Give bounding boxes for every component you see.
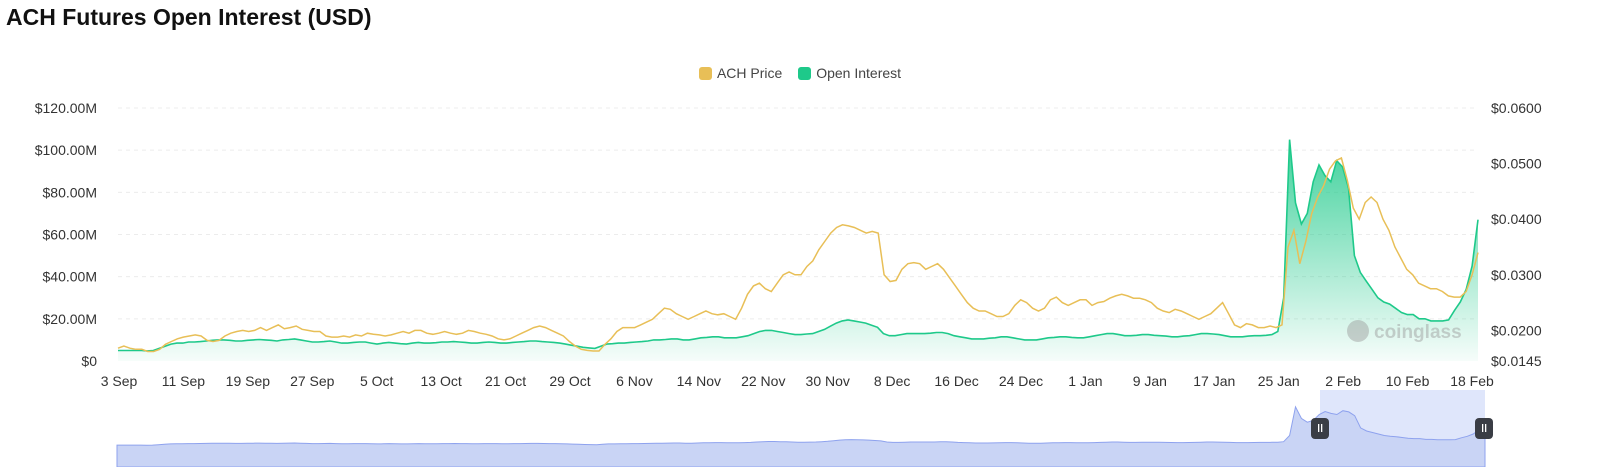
y-axis-left: $0 $20.00M $40.00M $60.00M $80.00M $100.00M $1… xyxy=(35,100,97,369)
x-tick-label: 27 Sep xyxy=(290,373,335,389)
x-axis: 3 Sep 11 Sep 19 Sep 27 Sep 5 Oct 13 Oct 21 Oct… xyxy=(101,373,1494,389)
x-tick-label: 9 Jan xyxy=(1133,373,1167,389)
x-tick-label: 2 Feb xyxy=(1325,373,1361,389)
slider-handle-right-grip-b xyxy=(1485,424,1487,432)
x-tick-label: 5 Oct xyxy=(360,373,394,389)
watermark: coinglass xyxy=(1347,320,1462,343)
x-tick-label: 17 Jan xyxy=(1193,373,1235,389)
x-tick-label: 11 Sep xyxy=(162,373,206,389)
x-tick-label: 16 Dec xyxy=(934,373,978,389)
x-tick-label: 22 Nov xyxy=(741,373,785,389)
legend-swatch-open-interest xyxy=(798,66,812,80)
slider-handle-right-grip-a xyxy=(1482,424,1484,432)
y-right-tick-label: $0.0500 xyxy=(1491,156,1542,172)
range-slider[interactable] xyxy=(116,390,1493,467)
x-tick-label: 18 Feb xyxy=(1450,373,1494,389)
series-layer xyxy=(117,139,1479,361)
y-left-tick-label: $0 xyxy=(81,353,97,369)
y-right-tick-label: $0.0145 xyxy=(1491,353,1542,369)
slider-handle-left-grip-a xyxy=(1318,424,1320,432)
x-tick-label: 1 Jan xyxy=(1068,373,1102,389)
y-left-tick-label: $100.00M xyxy=(35,142,97,158)
x-tick-label: 24 Dec xyxy=(999,373,1043,389)
x-tick-label: 8 Dec xyxy=(874,373,911,389)
x-tick-label: 25 Jan xyxy=(1258,373,1300,389)
x-tick-label: 10 Feb xyxy=(1386,373,1430,389)
y-left-tick-label: $60.00M xyxy=(43,227,97,243)
chart-title: ACH Futures Open Interest (USD) xyxy=(6,4,372,30)
price-line xyxy=(117,156,1479,353)
x-tick-label: 6 Nov xyxy=(616,373,653,389)
gridlines xyxy=(118,107,1478,320)
legend: ACH Price Open Interest xyxy=(0,65,1600,83)
coinglass-logo-icon xyxy=(1347,320,1369,342)
y-axis-right: $0.0145 $0.0200 $0.0300 $0.0400 $0.0500 $0.06… xyxy=(1491,100,1542,369)
y-right-tick-label: $0.0200 xyxy=(1491,322,1542,338)
x-tick-label: 19 Sep xyxy=(226,373,271,389)
legend-label-price: ACH Price xyxy=(716,65,783,81)
x-tick-label: 29 Oct xyxy=(549,373,590,389)
slider-handle-left-grip-b xyxy=(1321,424,1323,432)
x-tick-label: 30 Nov xyxy=(806,373,850,389)
y-left-tick-label: $120.00M xyxy=(35,100,97,116)
y-left-tick-label: $80.00M xyxy=(43,184,97,200)
y-right-tick-label: $0.0300 xyxy=(1491,267,1542,283)
y-right-tick-label: $0.0400 xyxy=(1491,211,1542,227)
open-interest-area xyxy=(118,139,1478,361)
y-right-tick-label: $0.0600 xyxy=(1491,100,1542,116)
slider-track[interactable] xyxy=(117,395,1485,467)
legend-swatch-price xyxy=(698,66,712,80)
legend-item-price[interactable]: ACH Price xyxy=(698,65,783,81)
x-tick-label: 21 Oct xyxy=(485,373,526,389)
y-left-tick-label: $20.00M xyxy=(43,311,97,327)
slider-preview-area xyxy=(116,405,1486,467)
legend-item-open-interest[interactable]: Open Interest xyxy=(798,65,901,81)
x-tick-label: 3 Sep xyxy=(101,373,138,389)
x-tick-label: 14 Nov xyxy=(677,373,721,389)
slider-handle-right[interactable] xyxy=(1475,418,1493,439)
slider-selected-range[interactable] xyxy=(1320,390,1485,467)
watermark-text: coinglass xyxy=(1374,322,1462,343)
legend-label-open-interest: Open Interest xyxy=(816,65,902,81)
x-tick-label: 13 Oct xyxy=(421,373,462,389)
slider-handle-left[interactable] xyxy=(1311,418,1329,439)
y-left-tick-label: $40.00M xyxy=(43,269,97,285)
open-interest-line xyxy=(118,139,1479,352)
